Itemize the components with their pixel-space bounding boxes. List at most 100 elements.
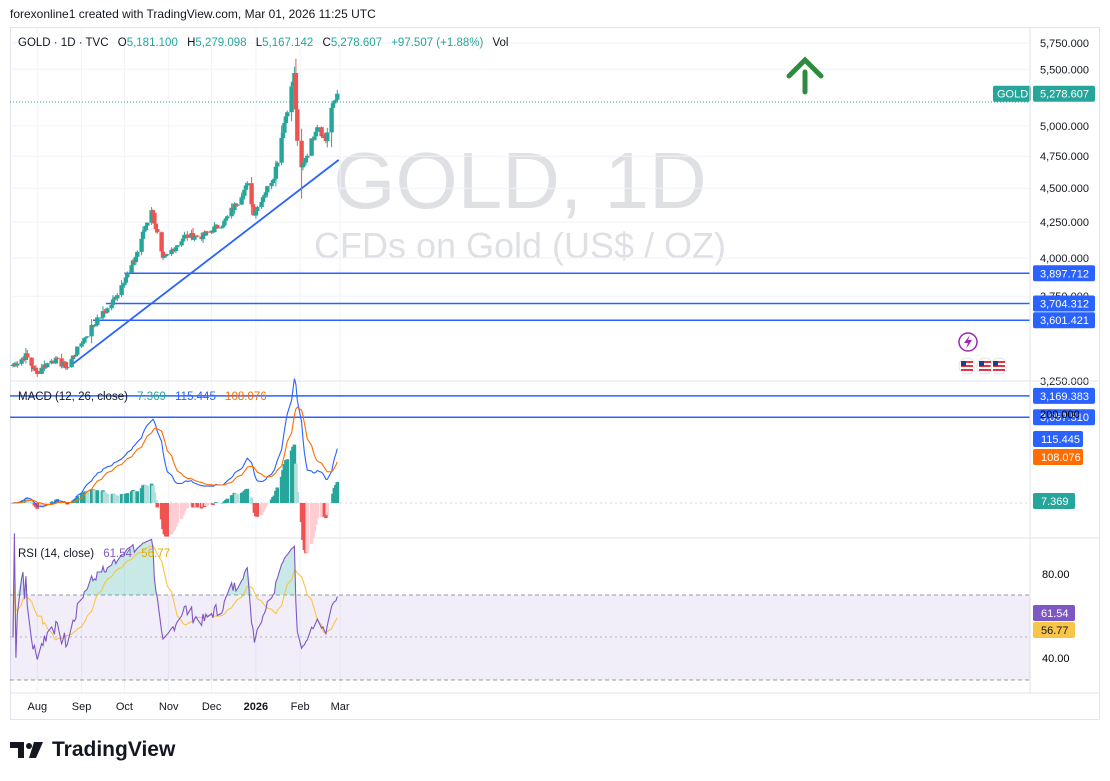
candle-body xyxy=(165,254,170,256)
rsi-line xyxy=(12,533,338,660)
macd-hist-bar xyxy=(44,503,48,505)
time-axis[interactable]: Aug Sep Oct Nov Dec 2026 Feb Mar xyxy=(28,701,350,713)
candle-body xyxy=(155,229,160,233)
candle-body xyxy=(152,212,157,224)
candle-body xyxy=(265,186,270,193)
candle-body xyxy=(33,367,39,371)
candle-body xyxy=(45,363,50,368)
macd-hist-bar xyxy=(185,503,190,508)
candle-body xyxy=(35,370,40,374)
candle-body xyxy=(69,359,74,368)
candle-body xyxy=(313,131,319,137)
candle-body xyxy=(140,231,146,239)
candle-body xyxy=(115,295,120,299)
us-flag-icon[interactable] xyxy=(990,357,1008,375)
macd-hist-bar xyxy=(214,502,218,503)
candle-body xyxy=(243,185,249,190)
price-axis[interactable]: 5,750.000 5,500.000 5,000.000 4,750.000 4,50… xyxy=(1040,38,1089,388)
level-tag xyxy=(1033,295,1095,312)
candle-body xyxy=(312,136,317,141)
macd-hist-bar xyxy=(315,503,320,519)
candle-body xyxy=(89,325,94,337)
candle-body xyxy=(182,234,187,239)
ohlc-legend: GOLD · 1D · TVC O5,181.100 H5,279.098 L5… xyxy=(18,37,509,49)
macd-hist-bar xyxy=(245,488,250,503)
legend-vol: Vol xyxy=(493,37,509,49)
candle-body xyxy=(245,183,250,186)
hist-value-tag: 7.369 xyxy=(1033,493,1075,509)
candle-body xyxy=(15,363,20,366)
macd-hist-bar xyxy=(154,500,158,503)
tradingview-logo[interactable]: TradingView xyxy=(10,738,175,762)
candle-body xyxy=(123,277,129,283)
price-axis-label: 4,000.000 xyxy=(1040,253,1089,265)
price-axis-label: 3,250.000 xyxy=(1040,376,1089,388)
candle-body xyxy=(160,251,166,258)
candle-body xyxy=(95,317,100,326)
us-flag-icon[interactable] xyxy=(976,357,994,375)
us-flag-icon[interactable] xyxy=(958,357,976,375)
candle-body xyxy=(142,230,147,232)
time-axis-label: Feb xyxy=(291,701,310,713)
price-axis-label: 5,750.000 xyxy=(1040,38,1089,50)
candle-body xyxy=(305,155,310,158)
candle-body xyxy=(102,311,107,313)
macd-axis-200: 200.000 xyxy=(1040,409,1080,421)
candle-body xyxy=(135,251,140,257)
macd-hist-bar xyxy=(265,502,270,504)
price-axis-label: 5,000.000 xyxy=(1040,121,1089,133)
legend-change: +97.507 (+1.88%) xyxy=(391,37,483,49)
macd-hist-bar xyxy=(225,498,230,503)
lightning-icon[interactable] xyxy=(958,332,978,352)
candle-body xyxy=(255,207,260,212)
candle-body xyxy=(122,282,127,286)
candle-body xyxy=(272,178,277,181)
candle-body xyxy=(25,353,30,358)
candle-body xyxy=(215,224,220,229)
last-price: 5,278.607 xyxy=(1040,89,1089,101)
svg-text:61.54: 61.54 xyxy=(1041,608,1069,620)
candle-body xyxy=(175,245,180,248)
macd-hist-bar xyxy=(155,503,160,508)
legend-high: 5,279.098 xyxy=(195,37,246,49)
candle-body xyxy=(145,222,150,226)
chart-header: forexonline1 created with TradingView.co… xyxy=(10,7,376,21)
candle-body xyxy=(99,317,104,319)
candle-body xyxy=(285,112,290,117)
macd-hist-bar xyxy=(275,487,280,503)
legend-symbol: GOLD · 1D · TVC xyxy=(18,37,109,49)
candle-body xyxy=(200,232,206,240)
candle-body xyxy=(103,312,109,314)
time-axis-label: 2026 xyxy=(244,701,268,713)
macd-hist-bar xyxy=(329,502,334,504)
candle-body xyxy=(263,192,269,196)
rsi-band xyxy=(10,595,1030,680)
candle-body xyxy=(80,342,86,344)
trendline[interactable] xyxy=(71,159,340,366)
candle-body xyxy=(295,109,300,141)
candle-body xyxy=(110,299,116,305)
rsi-axis-40: 40.00 xyxy=(1042,653,1070,665)
macd-hist-bar xyxy=(215,502,220,504)
macd-hist-bar xyxy=(249,497,254,503)
candle-body xyxy=(19,359,24,364)
macd-hist-bar xyxy=(295,491,300,503)
rsi-overbought-fill xyxy=(13,533,338,595)
candle-body xyxy=(322,134,327,139)
candle-body xyxy=(299,140,304,168)
candle-body xyxy=(212,226,217,233)
macd-hist-bar xyxy=(135,491,140,503)
candle-body xyxy=(225,216,230,219)
time-axis-label: Sep xyxy=(72,701,92,713)
macd-hist-bar xyxy=(29,501,34,503)
macd-hist-bar xyxy=(211,503,215,506)
time-axis-label: Dec xyxy=(202,701,222,713)
candle-body xyxy=(139,238,144,252)
horizontal-levels xyxy=(10,272,1030,418)
candle-body xyxy=(280,132,286,138)
candle-body xyxy=(333,99,339,101)
candle-body xyxy=(192,237,197,240)
candle-body xyxy=(173,247,179,251)
signal-value-tag: 108.076 xyxy=(1033,449,1083,465)
